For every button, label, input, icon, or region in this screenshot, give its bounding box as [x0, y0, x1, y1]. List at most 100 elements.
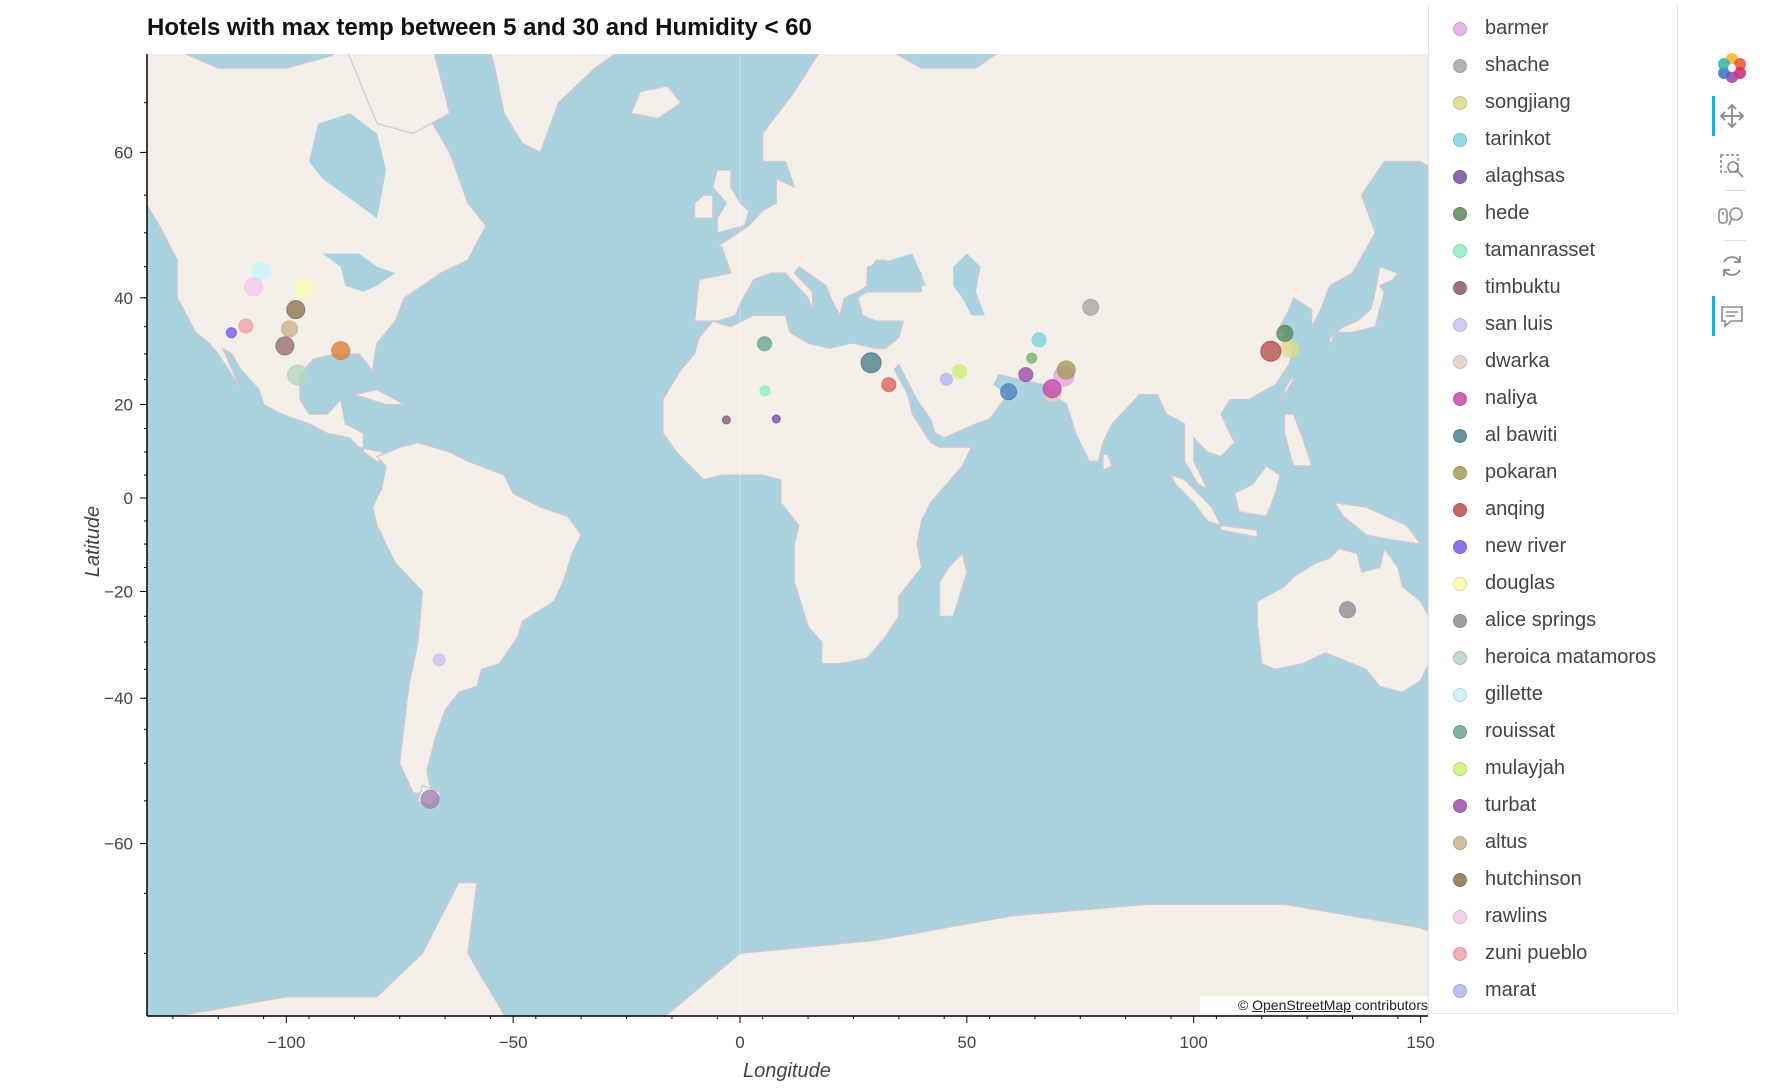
land-uk — [712, 169, 750, 234]
city-point-rouissat[interactable] — [757, 336, 772, 352]
city-point-alice-springs[interactable] — [1339, 601, 1356, 619]
hover-tool-button[interactable] — [1704, 294, 1760, 338]
legend-label: tarinkot — [1485, 128, 1551, 150]
city-point-heroica-matamoros[interactable] — [287, 364, 309, 386]
pan-tool-button[interactable] — [1704, 94, 1760, 138]
land-madagascar — [939, 552, 968, 617]
legend-label: new river — [1485, 535, 1567, 557]
legend-label: timbuktu — [1485, 276, 1561, 298]
legend-item[interactable]: anqing — [1429, 491, 1677, 528]
legend-item[interactable]: san luis — [1429, 306, 1677, 343]
toolbar-separator — [1724, 240, 1746, 241]
city-point[interactable] — [331, 341, 351, 361]
legend-item[interactable]: altus — [1429, 824, 1677, 861]
legend-item[interactable]: shache — [1429, 47, 1677, 84]
legend-label: dwarka — [1485, 350, 1550, 372]
openstreetmap-link[interactable]: OpenStreetMap — [1252, 997, 1351, 1013]
legend-label: pokaran — [1485, 461, 1558, 483]
city-point-altus[interactable] — [281, 320, 298, 338]
city-point-naliya[interactable] — [1042, 379, 1062, 399]
legend-swatch — [1453, 687, 1467, 702]
city-point-rawlins[interactable] — [244, 277, 264, 297]
legend-item[interactable]: rawlins — [1429, 898, 1677, 935]
land-iceland — [630, 85, 682, 120]
legend-label: mulayjah — [1485, 757, 1566, 779]
legend-item[interactable]: pokaran — [1429, 454, 1677, 491]
legend-swatch — [1453, 169, 1467, 184]
city-point-gillette[interactable] — [251, 261, 271, 281]
x-tick-label: 50 — [957, 1033, 976, 1052]
legend-swatch — [1453, 909, 1467, 924]
city-point-pokaran[interactable] — [1056, 360, 1076, 380]
city-point[interactable] — [420, 789, 440, 809]
city-point-douglas[interactable] — [294, 279, 314, 299]
water-hudson-bay — [309, 113, 387, 219]
legend-swatch — [1453, 465, 1467, 480]
city-point-tarinkot[interactable] — [1031, 332, 1047, 348]
legend-label: hutchinson — [1485, 868, 1582, 890]
legend-item[interactable]: timbuktu — [1429, 269, 1677, 306]
legend-item[interactable]: heroica matamoros — [1429, 639, 1677, 676]
legend-swatch — [1453, 983, 1467, 998]
city-point-hede[interactable] — [1276, 324, 1294, 342]
wheel-zoom-tool-button[interactable] — [1704, 194, 1760, 238]
legend-item[interactable]: gillette — [1429, 676, 1677, 713]
legend-item[interactable]: dwarka — [1429, 343, 1677, 380]
land-new-guinea — [1333, 501, 1422, 545]
reset-tool-button[interactable] — [1704, 244, 1760, 288]
points-layer — [225, 261, 1356, 809]
legend-item[interactable]: songjiang — [1429, 84, 1677, 121]
legend-swatch — [1453, 95, 1467, 110]
land-greenland — [490, 54, 616, 154]
legend-item[interactable]: rouissat — [1429, 713, 1677, 750]
city-point-songjiang[interactable] — [1280, 339, 1300, 358]
city-point-hutchinson[interactable] — [286, 300, 306, 320]
city-point-mulayjah[interactable] — [952, 364, 968, 380]
city-point-tamanrasset[interactable] — [759, 385, 771, 397]
city-point-timbuktu[interactable] — [721, 415, 731, 425]
city-point-shache[interactable] — [1082, 298, 1100, 316]
city-point[interactable] — [1026, 352, 1038, 364]
legend-item[interactable]: new river — [1429, 528, 1677, 565]
legend-item[interactable]: alaghsas — [1429, 158, 1677, 195]
wheel-zoom-icon — [1718, 207, 1743, 226]
y-tick-label: 20 — [114, 395, 133, 414]
legend-item[interactable]: naliya — [1429, 380, 1677, 417]
land-java — [1220, 524, 1258, 538]
legend-item[interactable]: marat — [1429, 972, 1677, 1009]
land-south-america — [371, 441, 582, 794]
legend-item[interactable]: al bawiti — [1429, 417, 1677, 454]
legend-item[interactable]: alice springs — [1429, 602, 1677, 639]
water-caspian-sea — [953, 253, 985, 316]
land-layer — [147, 54, 1428, 1016]
city-point[interactable] — [1000, 383, 1018, 401]
city-point[interactable] — [881, 377, 897, 393]
legend-item[interactable]: tamanrasset — [1429, 232, 1677, 269]
box-zoom-tool-button[interactable] — [1704, 144, 1760, 188]
legend-swatch — [1453, 502, 1467, 517]
legend-item[interactable]: tarinkot — [1429, 121, 1677, 158]
city-point-marat[interactable] — [939, 372, 953, 386]
legend-item[interactable]: hutchinson — [1429, 861, 1677, 898]
legend-item[interactable]: mulayjah — [1429, 750, 1677, 787]
city-point[interactable] — [275, 336, 295, 356]
city-point-new-river[interactable] — [225, 327, 237, 339]
land-north-america — [147, 54, 487, 462]
pan-icon — [1719, 103, 1745, 129]
city-point-al-bawiti[interactable] — [860, 352, 882, 374]
legend-swatch — [1453, 613, 1467, 628]
legend-swatch — [1453, 576, 1467, 591]
bokeh-logo-icon[interactable] — [1704, 46, 1760, 90]
legend-item[interactable]: turbat — [1429, 787, 1677, 824]
city-point-san-luis[interactable] — [432, 653, 446, 667]
city-point-alaghsas[interactable] — [771, 414, 781, 424]
city-point-anqing[interactable] — [1260, 340, 1282, 362]
legend-item[interactable]: zuni pueblo — [1429, 935, 1677, 972]
city-point-zuni-pueblo[interactable] — [238, 318, 254, 334]
legend-item[interactable]: douglas — [1429, 565, 1677, 602]
legend-item[interactable]: hede — [1429, 195, 1677, 232]
y-tick-label: −60 — [104, 835, 133, 854]
city-point-turbat[interactable] — [1018, 367, 1034, 383]
legend-item[interactable]: barmer — [1429, 10, 1677, 47]
